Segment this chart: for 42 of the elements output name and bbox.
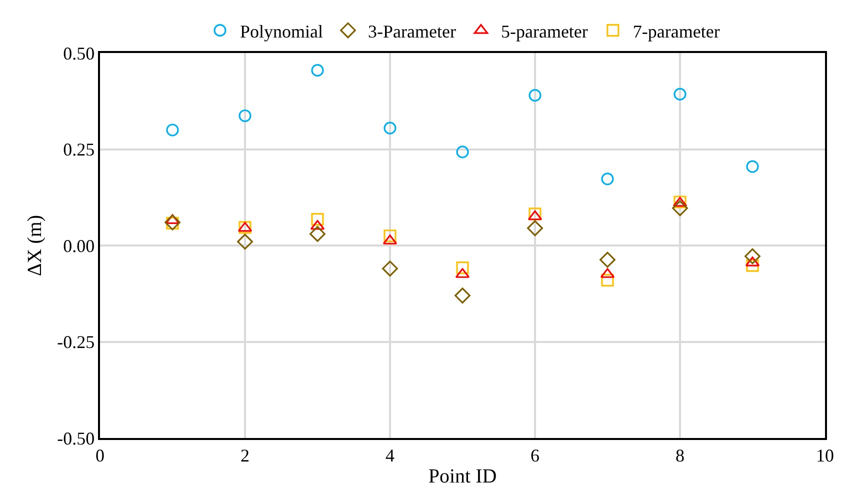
point [527, 220, 543, 236]
point [384, 122, 396, 134]
point [311, 64, 324, 77]
point [166, 124, 179, 136]
y-tick-label: 0.25 [63, 140, 95, 160]
x-axis-title: Point ID [428, 465, 497, 488]
x-tick-label: 10 [816, 445, 834, 466]
point [165, 214, 180, 224]
point [746, 259, 759, 272]
point [746, 160, 759, 173]
legend-label: Polynomial [240, 21, 324, 42]
y-tick-label: 0.50 [63, 43, 95, 64]
x-tick-label: 2 [240, 445, 250, 466]
point [601, 274, 614, 286]
point [384, 230, 396, 242]
point [310, 220, 325, 230]
point [382, 260, 398, 277]
legend-label: 7-parameter [632, 21, 720, 42]
point [528, 210, 542, 220]
point [674, 88, 686, 100]
point [528, 89, 542, 102]
y-tick-label: 0.00 [63, 236, 95, 256]
legend-label: 3-Parameter [368, 21, 456, 42]
point [744, 248, 760, 264]
y-axis-title: ΔX (m) [24, 214, 46, 276]
point [456, 262, 469, 274]
x-tick-label: 4 [386, 445, 394, 466]
x-tick-label: 0 [96, 445, 104, 466]
point [672, 200, 688, 216]
point [601, 172, 614, 186]
point [238, 109, 252, 122]
point [454, 288, 470, 304]
y-tick-label: -0.50 [57, 428, 95, 448]
point [237, 234, 253, 250]
x-tick-label: 8 [676, 445, 684, 466]
y-tick-label: -0.25 [57, 332, 95, 352]
x-tick-label: 6 [530, 445, 540, 466]
point [456, 146, 469, 158]
legend-label: 5-parameter [500, 21, 588, 42]
point [311, 213, 324, 226]
point [600, 252, 616, 268]
point [310, 226, 326, 242]
